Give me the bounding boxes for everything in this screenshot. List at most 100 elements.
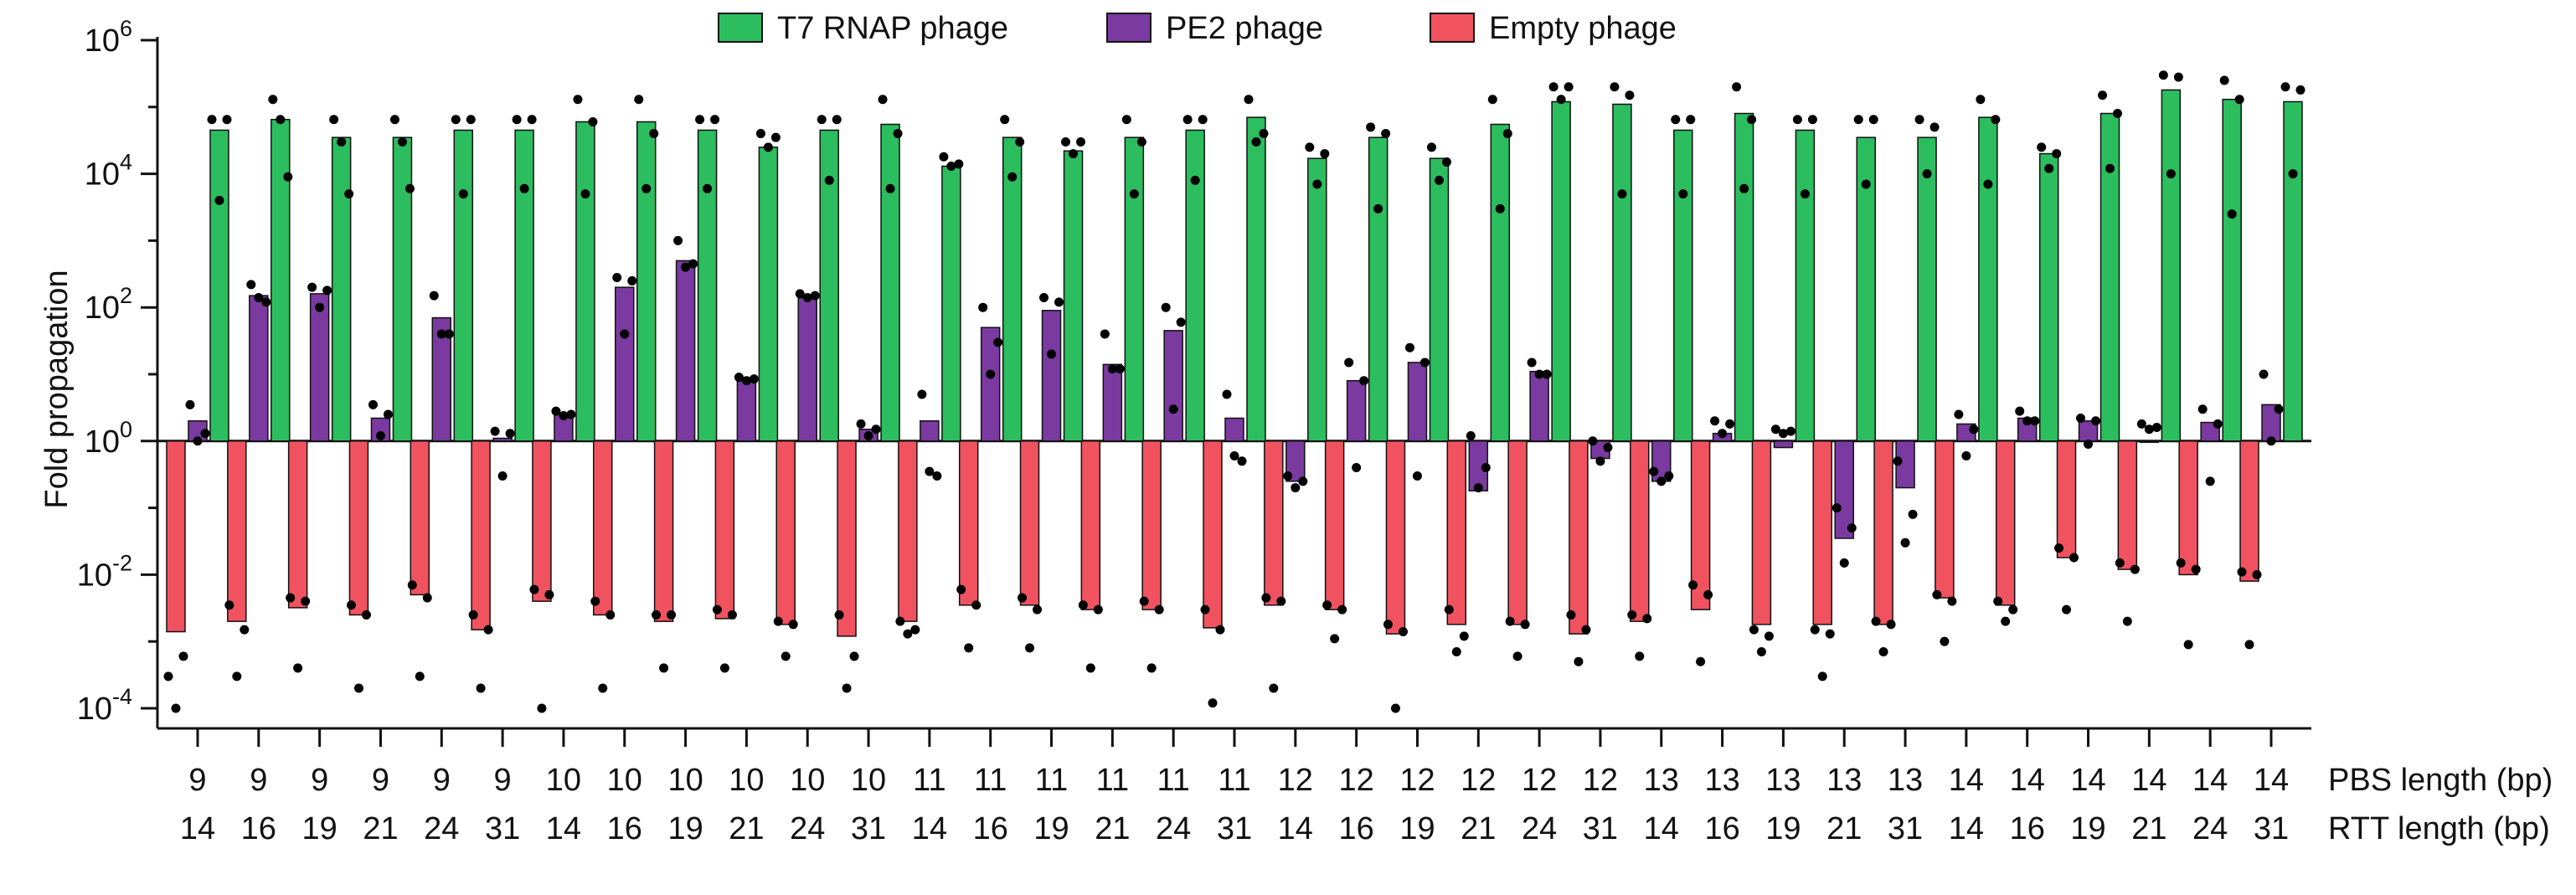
bar	[331, 136, 352, 442]
data-point	[529, 584, 539, 594]
data-point	[1244, 95, 1254, 105]
bar	[2178, 440, 2198, 576]
pbs-tick-label: 14	[2070, 763, 2105, 798]
data-point	[773, 616, 783, 626]
data-point	[1481, 463, 1491, 473]
data-point	[1954, 409, 1964, 419]
rtt-tick-label: 21	[1461, 811, 1496, 846]
data-point	[1725, 419, 1735, 429]
rtt-tick-label: 31	[485, 811, 520, 846]
data-point	[1696, 656, 1706, 666]
data-point	[641, 183, 652, 193]
bar	[898, 440, 918, 622]
legend-swatch	[1106, 13, 1151, 43]
data-point	[375, 430, 385, 440]
data-point	[2069, 553, 2079, 563]
y-tick-label: 10-2	[77, 550, 132, 593]
data-point	[200, 429, 210, 439]
bar	[615, 286, 635, 442]
pbs-tick-label: 10	[851, 763, 886, 798]
data-point	[1566, 610, 1576, 620]
rtt-tick-label: 21	[729, 811, 764, 846]
rtt-tick-label: 16	[973, 811, 1008, 846]
rtt-tick-label: 14	[1644, 811, 1679, 846]
bar	[287, 440, 308, 609]
data-point	[1764, 631, 1774, 641]
bar	[819, 129, 839, 442]
bar	[1856, 136, 1876, 442]
data-point	[2234, 95, 2244, 105]
data-point	[2130, 564, 2140, 574]
data-point	[1190, 175, 1200, 185]
pbs-row-label: PBS length (bp)	[2328, 763, 2553, 798]
data-point	[1419, 357, 1430, 368]
data-point	[407, 580, 417, 590]
data-point	[1817, 671, 1827, 682]
pbs-tick-label: 10	[667, 763, 703, 798]
bar	[1873, 440, 1893, 625]
data-point	[1642, 614, 1652, 624]
data-point	[986, 369, 996, 379]
data-point	[1635, 651, 1645, 661]
bar	[2038, 152, 2059, 442]
data-point	[681, 262, 691, 272]
data-point	[1487, 95, 1497, 105]
data-point	[1404, 342, 1414, 352]
data-point	[824, 175, 834, 185]
data-point	[2205, 476, 2215, 486]
data-point	[2191, 564, 2201, 574]
data-point	[207, 115, 217, 125]
bar	[1812, 440, 1832, 625]
pbs-tick-label: 11	[1218, 763, 1250, 798]
data-point	[612, 273, 622, 283]
bar	[1834, 440, 1854, 539]
legend-swatch	[1430, 13, 1475, 43]
data-point	[1671, 115, 1681, 125]
bar	[1917, 136, 1937, 442]
bar	[1385, 440, 1406, 635]
bar	[775, 440, 796, 625]
data-point	[559, 410, 569, 420]
bar	[797, 296, 817, 442]
bar	[1019, 440, 1040, 606]
data-point	[307, 282, 317, 292]
bar	[1080, 440, 1101, 610]
data-point	[1564, 82, 1574, 92]
bar	[980, 327, 1001, 442]
data-point	[1556, 95, 1566, 105]
data-point	[580, 189, 590, 199]
data-point	[1359, 376, 1369, 386]
data-point	[1993, 596, 2003, 606]
data-point	[817, 115, 827, 125]
data-point	[1512, 651, 1522, 661]
data-point	[939, 152, 949, 162]
data-point	[2252, 569, 2262, 579]
data-point	[2022, 416, 2032, 426]
data-point	[703, 183, 713, 193]
data-point	[1146, 663, 1157, 673]
data-point	[1154, 604, 1164, 615]
data-point	[1015, 137, 1025, 147]
rtt-tick-label: 24	[424, 811, 459, 846]
bar	[2056, 440, 2077, 558]
data-point	[2037, 142, 2047, 152]
data-point	[1291, 483, 1301, 493]
y-tick-label: 106	[85, 16, 132, 59]
legend-swatch	[718, 13, 763, 43]
data-point	[1688, 580, 1698, 590]
data-point	[878, 95, 888, 105]
pbs-tick-label: 10	[729, 763, 764, 798]
bar	[270, 118, 291, 442]
data-point	[1505, 616, 1515, 626]
pbs-tick-label: 12	[1278, 763, 1313, 798]
pbs-tick-label: 11	[1035, 763, 1068, 798]
bar	[758, 147, 779, 442]
bar	[1795, 129, 1816, 442]
data-point	[185, 399, 195, 409]
data-point	[1033, 604, 1043, 615]
data-point	[222, 115, 232, 125]
rtt-tick-label: 19	[2070, 811, 2105, 846]
data-point	[1929, 122, 1940, 132]
bar	[1307, 157, 1327, 442]
bar	[920, 420, 940, 442]
